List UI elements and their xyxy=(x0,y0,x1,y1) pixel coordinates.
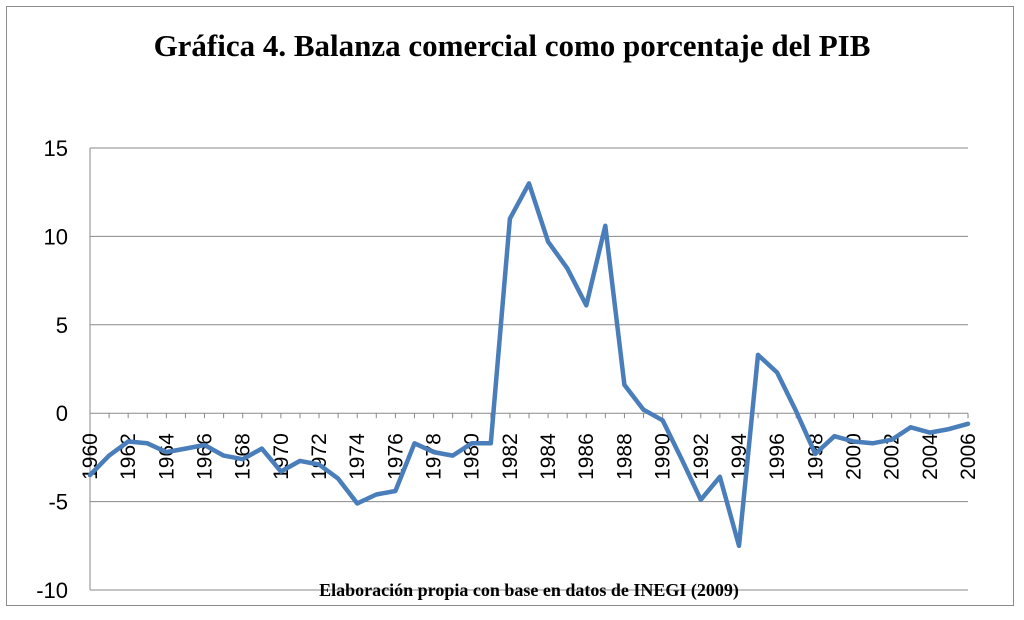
x-tick-label: 1990 xyxy=(652,433,675,480)
x-tick-label: 1974 xyxy=(346,433,369,480)
source-note: Elaboración propia con base en datos de … xyxy=(319,580,739,600)
x-tick-label: 1980 xyxy=(461,433,484,480)
y-tick-label: -5 xyxy=(48,490,68,515)
x-tick-label: 1988 xyxy=(613,433,636,480)
x-tick-label: 1986 xyxy=(575,433,598,480)
chart-frame xyxy=(6,6,1014,606)
x-tick-label: 2002 xyxy=(881,433,904,480)
x-tick-label: 1976 xyxy=(384,433,407,480)
chart-title: Gráfica 4. Balanza comercial como porcen… xyxy=(153,28,871,63)
x-tick-label: 1992 xyxy=(690,433,713,480)
y-tick-label: 5 xyxy=(56,313,68,338)
x-tick-label: 2006 xyxy=(957,433,980,480)
y-tick-label: 15 xyxy=(44,136,68,161)
x-tick-label: 1978 xyxy=(423,433,446,480)
x-tick-label: 1984 xyxy=(537,433,560,480)
series-line xyxy=(87,181,971,549)
x-tick-label: 1966 xyxy=(194,433,217,480)
x-tick-label: 2004 xyxy=(919,433,942,480)
x-tick-label: 1964 xyxy=(155,433,178,480)
y-tick-label: 10 xyxy=(44,224,68,249)
y-tick-label: -10 xyxy=(36,578,68,603)
y-tick-label: 0 xyxy=(56,401,68,426)
x-tick-label: 1982 xyxy=(499,433,522,480)
x-tick-label: 1996 xyxy=(766,433,789,480)
x-tick-label: 2000 xyxy=(842,433,865,480)
